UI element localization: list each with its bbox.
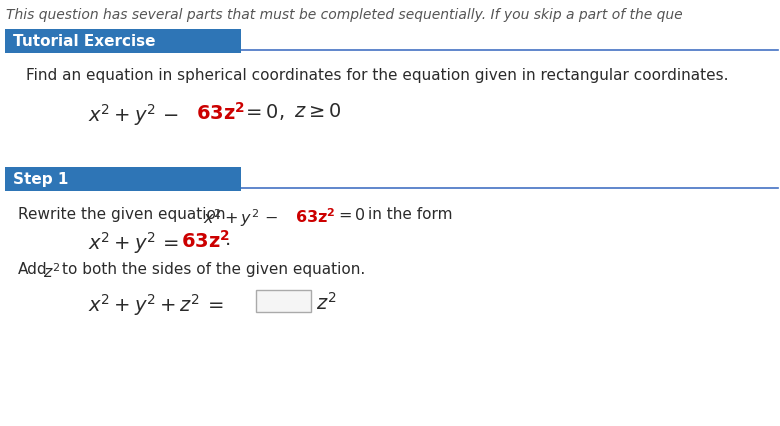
Text: This question has several parts that must be completed sequentially. If you skip: This question has several parts that mus… (6, 8, 682, 22)
Text: $z \geq 0$: $z \geq 0$ (294, 102, 341, 121)
Text: Rewrite the given equation: Rewrite the given equation (18, 207, 225, 222)
Text: $x^2 + y^2 + z^2\,=$: $x^2 + y^2 + z^2\,=$ (88, 291, 223, 317)
Text: $z^2$: $z^2$ (316, 291, 336, 313)
Text: $x^2 + y^2\,-\,$: $x^2 + y^2\,-\,$ (203, 207, 278, 228)
Text: $x^2 + y^2\,=$: $x^2 + y^2\,=$ (88, 230, 179, 255)
Text: Step 1: Step 1 (13, 172, 69, 187)
FancyBboxPatch shape (256, 290, 311, 312)
Text: $z^2$: $z^2$ (43, 262, 60, 280)
Text: $= 0,$: $= 0,$ (242, 102, 285, 122)
Text: $\mathbf{63z^2}$: $\mathbf{63z^2}$ (181, 230, 230, 251)
Text: $.$: $.$ (224, 230, 230, 248)
Text: $= 0$: $= 0$ (335, 207, 366, 222)
FancyBboxPatch shape (5, 167, 241, 192)
Text: Find an equation in spherical coordinates for the equation given in rectangular : Find an equation in spherical coordinate… (26, 68, 729, 83)
Text: to both the sides of the given equation.: to both the sides of the given equation. (62, 262, 365, 276)
Text: $x^2 + y^2\,-\,$: $x^2 + y^2\,-\,$ (88, 102, 179, 128)
Text: $\mathbf{63z^2}$: $\mathbf{63z^2}$ (295, 207, 335, 225)
Text: Tutorial Exercise: Tutorial Exercise (13, 35, 155, 49)
Text: $\mathbf{63z^2}$: $\mathbf{63z^2}$ (196, 102, 245, 124)
Text: Add: Add (18, 262, 48, 276)
FancyBboxPatch shape (5, 30, 241, 54)
Text: in the form: in the form (368, 207, 452, 222)
